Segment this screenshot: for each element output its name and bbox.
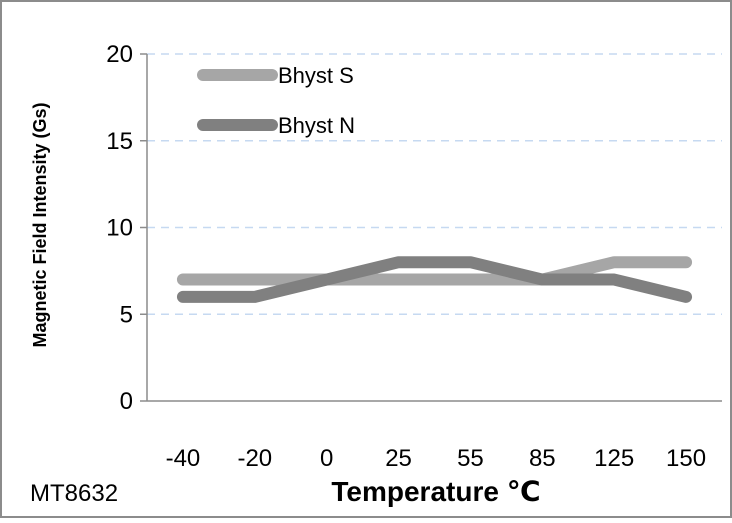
y-tick-label: 10: [106, 215, 133, 242]
axes: [146, 54, 722, 402]
y-tick-label: 0: [120, 388, 133, 415]
x-tick-labels: -40 -20 0 25 55 85 125 150: [166, 445, 706, 472]
x-tick-label: 0: [320, 445, 333, 472]
y-tick-label: 5: [120, 301, 133, 328]
legend-label: Bhyst S: [278, 63, 354, 88]
series-line-bhyst-s: [176, 256, 693, 286]
y-tick-label: 20: [106, 41, 133, 68]
x-tick-label: 150: [666, 445, 706, 472]
x-tick-label: 55: [457, 445, 484, 472]
series-lines: [176, 256, 693, 303]
y-axis-title: Magnetic Field Intensity (Gs): [30, 102, 50, 347]
x-tick-label: 85: [529, 445, 556, 472]
legend: Bhyst S Bhyst N: [197, 63, 355, 138]
y-tick-labels: 0 5 10 15 20: [106, 41, 133, 415]
y-tick-label: 15: [106, 128, 133, 155]
x-tick-label: -20: [237, 445, 272, 472]
series-line-bhyst-n: [176, 256, 693, 303]
footer-label: MT8632: [30, 480, 118, 507]
x-tick-label: -40: [166, 445, 201, 472]
x-axis-title: Temperature ℃: [331, 476, 540, 507]
x-tick-label: 25: [385, 445, 412, 472]
legend-label: Bhyst N: [278, 113, 355, 138]
x-tick-label: 125: [594, 445, 634, 472]
gridlines: [140, 53, 722, 402]
